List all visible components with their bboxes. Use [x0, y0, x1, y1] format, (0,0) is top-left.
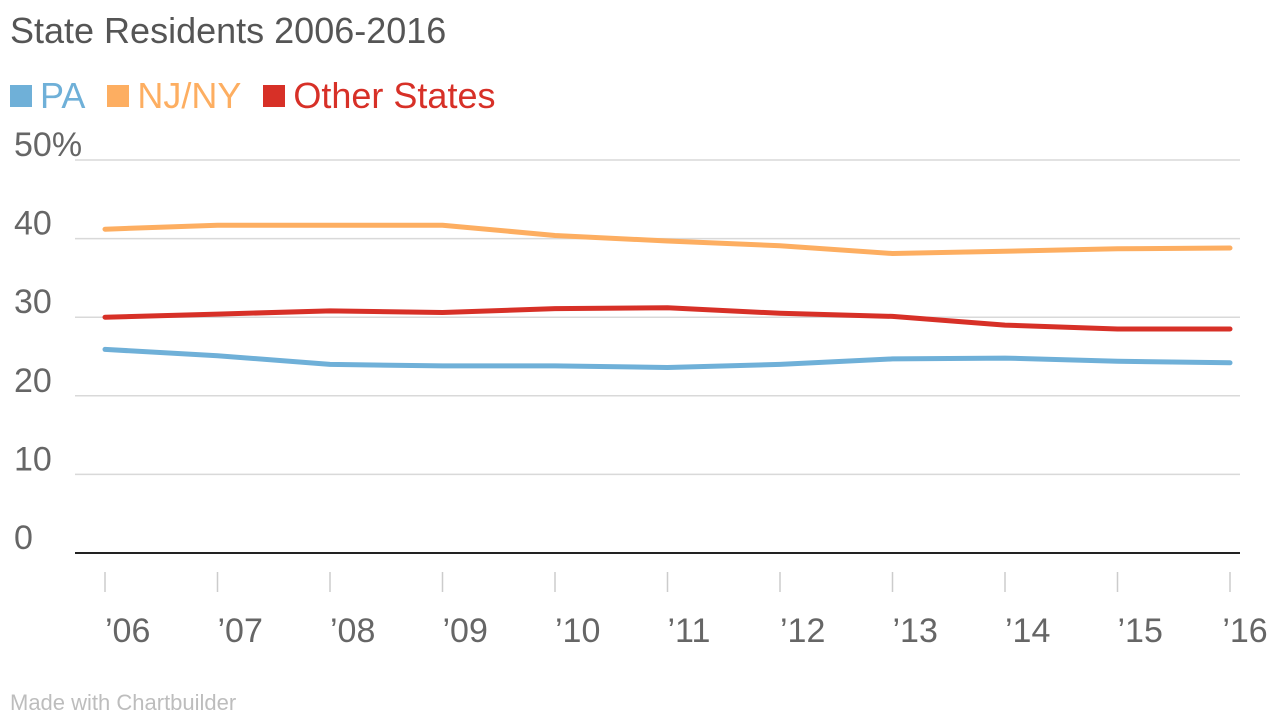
series-lines: [102, 222, 1233, 370]
legend-item-other-states: Other States: [263, 75, 495, 117]
legend: PA NJ/NY Other States: [10, 74, 517, 118]
legend-swatch-pa: [10, 85, 32, 107]
x-tick-label: ’10: [555, 612, 600, 650]
legend-label-pa: PA: [40, 75, 86, 116]
x-tick-label: ’07: [218, 612, 263, 650]
legend-label-other-states: Other States: [293, 75, 496, 116]
x-tick-label: ’12: [780, 612, 825, 650]
legend-label-njny: NJ/NY: [137, 75, 242, 116]
legend-item-njny: NJ/NY: [107, 75, 241, 117]
x-tick-label: ’15: [1118, 612, 1163, 650]
legend-swatch-njny: [107, 85, 130, 107]
x-tick-label: ’13: [893, 612, 938, 650]
x-tick-label: ’14: [1005, 612, 1050, 650]
legend-item-pa: PA: [10, 75, 85, 117]
y-tick-label: 20: [14, 362, 52, 400]
series-line-pa: [102, 346, 1233, 370]
legend-swatch-other-states: [263, 85, 286, 107]
y-axis-tick-labels: 0 10 20 30 40 50%: [14, 126, 82, 557]
x-tick-label: ’06: [105, 612, 150, 650]
x-tick-label: ’09: [443, 612, 488, 650]
x-axis: ’06 ’07 ’08 ’09 ’10 ’11 ’12 ’13 ’14 ’15 ’16: [104, 572, 1268, 650]
x-tick-label: ’16: [1222, 612, 1267, 650]
y-tick-label: 0: [14, 519, 33, 557]
series-line-nj-ny: [102, 222, 1233, 256]
series-line-other-states: [102, 305, 1233, 332]
x-tick-label: ’11: [668, 612, 711, 650]
y-tick-label: 50%: [14, 126, 82, 164]
footer-credit: Made with Chartbuilder: [10, 690, 237, 715]
y-tick-label: 10: [14, 440, 52, 478]
y-tick-label: 40: [14, 205, 52, 243]
x-tick-label: ’08: [330, 612, 375, 650]
chart-title: State Residents 2006-2016: [10, 10, 447, 51]
y-tick-label: 30: [14, 283, 52, 321]
